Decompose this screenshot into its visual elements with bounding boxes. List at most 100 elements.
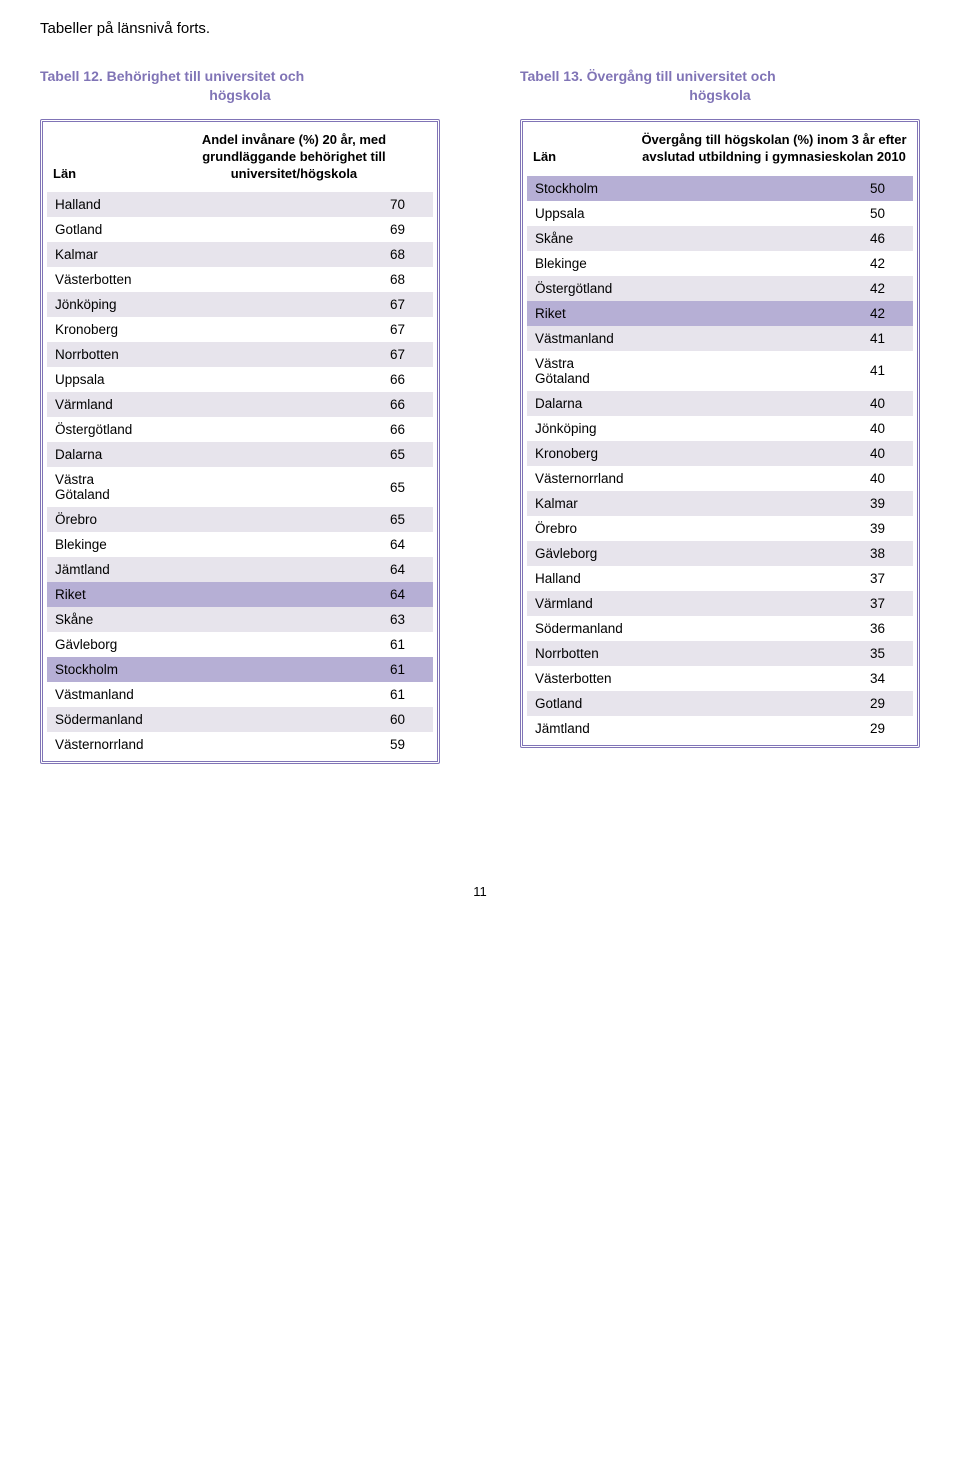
table12-row-name: Skåne	[47, 607, 155, 632]
table-row: Värmland37	[527, 591, 913, 616]
table13-row-name: Jönköping	[527, 416, 635, 441]
table12-row-name: Östergötland	[47, 417, 155, 442]
table12-row-name: Kalmar	[47, 242, 155, 267]
table13-row-name: Värmland	[527, 591, 635, 616]
table13-title-line1: Tabell 13. Övergång till universitet och	[520, 68, 776, 84]
table13-val-label: Övergång till högskolan (%) inom 3 år ef…	[635, 128, 913, 176]
table13-row-name: Örebro	[527, 516, 635, 541]
table-row: Kronoberg67	[47, 317, 433, 342]
table-row: Gotland29	[527, 691, 913, 716]
table-row: Örebro39	[527, 516, 913, 541]
table13-row-name: Blekinge	[527, 251, 635, 276]
table12-row-value: 61	[155, 657, 433, 682]
table-row: Västernorrland59	[47, 732, 433, 757]
table13-row-name: Stockholm	[527, 176, 635, 201]
table-row: Kalmar39	[527, 491, 913, 516]
table13-row-value: 29	[635, 716, 913, 741]
table12-row-value: 66	[155, 392, 433, 417]
table13: Län Övergång till högskolan (%) inom 3 å…	[527, 128, 913, 741]
table12-row-value: 67	[155, 292, 433, 317]
table12-row-value: 64	[155, 532, 433, 557]
table13-row-name: Dalarna	[527, 391, 635, 416]
table13-row-name: Skåne	[527, 226, 635, 251]
table13-col-label: Län	[527, 128, 635, 176]
table-row: Gotland69	[47, 217, 433, 242]
table13-row-name: Riket	[527, 301, 635, 326]
table-row: Riket64	[47, 582, 433, 607]
table12-row-value: 64	[155, 557, 433, 582]
table-row: Riket42	[527, 301, 913, 326]
table13-row-value: 46	[635, 226, 913, 251]
table12-row-value: 59	[155, 732, 433, 757]
table-row: Jönköping67	[47, 292, 433, 317]
table12-row-value: 65	[155, 507, 433, 532]
table13-row-name: Kronoberg	[527, 441, 635, 466]
table13-row-name: Uppsala	[527, 201, 635, 226]
table13-row-value: 38	[635, 541, 913, 566]
table12-row-name: Gotland	[47, 217, 155, 242]
table-row: Skåne46	[527, 226, 913, 251]
table13-row-value: 37	[635, 566, 913, 591]
table12-val-label: Andel invånare (%) 20 år, med grundlägga…	[155, 128, 433, 193]
table12-row-name: Västmanland	[47, 682, 155, 707]
table12-row-name: Riket	[47, 582, 155, 607]
table12-row-name: Kronoberg	[47, 317, 155, 342]
table13-frame: Län Övergång till högskolan (%) inom 3 å…	[520, 119, 920, 748]
table-row: Dalarna40	[527, 391, 913, 416]
left-column: Tabell 12. Behörighet till universitet o…	[40, 67, 440, 764]
table-row: Västerbotten34	[527, 666, 913, 691]
table-row: Östergötland66	[47, 417, 433, 442]
table13-row-value: 41	[635, 326, 913, 351]
table13-row-value: 29	[635, 691, 913, 716]
table12-row-value: 60	[155, 707, 433, 732]
table-row: Östergötland42	[527, 276, 913, 301]
table-row: Halland37	[527, 566, 913, 591]
table-row: Västmanland41	[527, 326, 913, 351]
table13-row-name: Östergötland	[527, 276, 635, 301]
table12-title-line2: högskola	[40, 86, 440, 105]
table-row: Blekinge42	[527, 251, 913, 276]
table13-row-name: Västmanland	[527, 326, 635, 351]
table-row: Dalarna65	[47, 442, 433, 467]
table-row: Jämtland64	[47, 557, 433, 582]
table12-row-value: 65	[155, 442, 433, 467]
table12-row-value: 66	[155, 417, 433, 442]
table13-row-name: Gävleborg	[527, 541, 635, 566]
table12-row-name: Norrbotten	[47, 342, 155, 367]
table-row: Västmanland61	[47, 682, 433, 707]
table13-row-value: 40	[635, 416, 913, 441]
table13-row-value: 50	[635, 176, 913, 201]
table-row: Västernorrland40	[527, 466, 913, 491]
table-row: Halland70	[47, 192, 433, 217]
table12-row-name: Västerbotten	[47, 267, 155, 292]
table12-title-line1: Tabell 12. Behörighet till universitet o…	[40, 68, 304, 84]
table-row: Stockholm50	[527, 176, 913, 201]
table12-row-value: 65	[155, 467, 433, 507]
table13-row-value: 40	[635, 391, 913, 416]
table-row: Södermanland36	[527, 616, 913, 641]
table13-row-name: Västernorrland	[527, 466, 635, 491]
table-row: Jönköping40	[527, 416, 913, 441]
table12-row-name: Blekinge	[47, 532, 155, 557]
table-row: Södermanland60	[47, 707, 433, 732]
table13-row-value: 40	[635, 441, 913, 466]
table13-row-name: Västerbotten	[527, 666, 635, 691]
table12-row-value: 67	[155, 317, 433, 342]
table12-row-name: Halland	[47, 192, 155, 217]
table13-row-value: 39	[635, 516, 913, 541]
table-row: Uppsala66	[47, 367, 433, 392]
table13-row-value: 41	[635, 351, 913, 391]
right-column: Tabell 13. Övergång till universitet och…	[520, 67, 920, 764]
table12-row-value: 68	[155, 242, 433, 267]
table12-row-name: Jönköping	[47, 292, 155, 317]
table12-row-value: 69	[155, 217, 433, 242]
table12-row-value: 64	[155, 582, 433, 607]
table12-row-name: Gävleborg	[47, 632, 155, 657]
table13-row-value: 42	[635, 251, 913, 276]
table12-row-name: Stockholm	[47, 657, 155, 682]
table-row: Västra Götaland65	[47, 467, 433, 507]
table13-row-value: 50	[635, 201, 913, 226]
tables-container: Tabell 12. Behörighet till universitet o…	[40, 67, 920, 764]
table-row: Kronoberg40	[527, 441, 913, 466]
table13-row-value: 40	[635, 466, 913, 491]
